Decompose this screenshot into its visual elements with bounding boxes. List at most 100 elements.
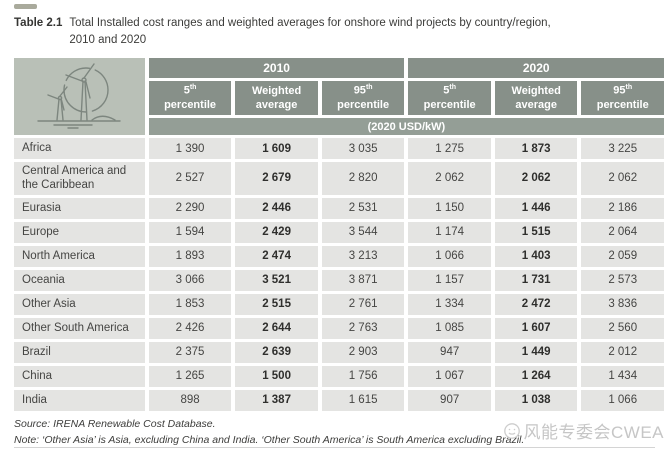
ordinal-suffix: th [625, 84, 633, 92]
row-label: Brazil [14, 341, 145, 363]
percentile-word: percentile [164, 99, 217, 112]
value-cell: 3 836 [581, 293, 664, 315]
table-row: India 898 1 387 1 615 907 1 038 1 066 [14, 389, 664, 411]
percentile-number: 95 [353, 85, 366, 98]
value-cell: 2 644 [235, 317, 318, 339]
value-cell: 2 472 [494, 293, 578, 315]
caption-line-1: Total Installed cost ranges and weighted… [69, 17, 551, 29]
value-cell: 907 [408, 389, 491, 411]
cwea-logo-icon [503, 422, 520, 439]
value-cell: 1 275 [408, 138, 491, 159]
table-row: Other Asia 1 853 2 515 2 761 1 334 2 472 3 836 [14, 293, 664, 315]
row-label: India [14, 389, 145, 411]
value-cell: 1 594 [148, 221, 232, 243]
definition-note: Note: ‘Other Asia’ is Asia, excluding Ch… [14, 433, 525, 446]
ordinal-suffix: th [365, 84, 373, 92]
value-cell: 1 085 [408, 317, 491, 339]
value-cell: 2 446 [235, 197, 318, 219]
caption-line-2: 2010 and 2020 [69, 34, 147, 47]
value-cell: 1 500 [235, 365, 318, 387]
cwea-watermark: 风能专委会CWEA [503, 418, 665, 443]
value-cell: 2 059 [581, 245, 664, 267]
value-cell: 2 527 [148, 162, 232, 195]
watermark-text: 风能专委会CWEA [523, 423, 664, 442]
value-cell: 3 035 [321, 138, 405, 159]
value-cell: 898 [148, 389, 232, 411]
value-cell: 2 186 [581, 197, 664, 219]
value-cell: 947 [408, 341, 491, 363]
value-cell: 1 853 [148, 293, 232, 315]
value-cell: 2 531 [321, 197, 405, 219]
row-label: Other South America [14, 317, 145, 339]
col-header-2010-weighted-average: Weighted average [235, 81, 318, 115]
value-cell: 1 731 [494, 269, 578, 291]
table-row: Africa 1 390 1 609 3 035 1 275 1 873 3 225 [14, 138, 664, 159]
value-cell: 1 264 [494, 365, 578, 387]
year-header-2020: 2020 [408, 58, 664, 78]
table-body: Africa 1 390 1 609 3 035 1 275 1 873 3 225 Cent… [14, 138, 664, 411]
value-cell: 2 062 [408, 162, 491, 195]
value-cell: 1 038 [494, 389, 578, 411]
value-cell: 2 062 [494, 162, 578, 195]
row-label: North America [14, 245, 145, 267]
value-cell: 1 150 [408, 197, 491, 219]
ordinal-suffix: th [189, 84, 197, 92]
table-row: Other South America 2 426 2 644 2 763 1 085 1… [14, 317, 664, 339]
value-cell: 1 066 [581, 389, 664, 411]
col-header-2020-5th-percentile: 5th percentile [408, 81, 491, 115]
installed-cost-table: 2010 2020 5th percentile Weighted averag… [10, 55, 668, 414]
value-cell: 2 573 [581, 269, 664, 291]
value-cell: 1 390 [148, 138, 232, 159]
value-cell: 3 225 [581, 138, 664, 159]
value-cell: 3 213 [321, 245, 405, 267]
value-cell: 3 066 [148, 269, 232, 291]
value-cell: 2 761 [321, 293, 405, 315]
table-footnotes: Source: IRENA Renewable Cost Database. N… [14, 417, 524, 449]
table-row: Europe 1 594 2 429 3 544 1 174 1 515 2 064 [14, 221, 664, 243]
col-header-2020-weighted-average: Weighted average [494, 81, 578, 115]
wind-turbine-icon [14, 58, 145, 135]
value-cell: 2 062 [581, 162, 664, 195]
value-cell: 2 375 [148, 341, 232, 363]
value-cell: 1 873 [494, 138, 578, 159]
year-header-row: 2010 2020 [14, 58, 664, 135]
bottom-divider [14, 447, 655, 448]
table-caption-text: Total Installed cost ranges and weighted… [69, 15, 550, 50]
col-header-2020-95th-percentile: 95th percentile [581, 81, 664, 115]
table-row: China 1 265 1 500 1 756 1 067 1 264 1 434 [14, 365, 664, 387]
year-header-2010: 2010 [148, 58, 405, 78]
value-cell: 3 544 [321, 221, 405, 243]
value-cell: 2 763 [321, 317, 405, 339]
row-label: Europe [14, 221, 145, 243]
percentile-number: 95 [613, 85, 626, 98]
value-cell: 2 426 [148, 317, 232, 339]
value-cell: 2 639 [235, 341, 318, 363]
value-cell: 2 560 [581, 317, 664, 339]
value-cell: 1 434 [581, 365, 664, 387]
value-cell: 1 403 [494, 245, 578, 267]
value-cell: 1 756 [321, 365, 405, 387]
row-label: China [14, 365, 145, 387]
value-cell: 2 474 [235, 245, 318, 267]
unit-row: (2020 USD/kW) [14, 118, 664, 135]
table-caption: Table 2.1 Total Installed cost ranges an… [14, 15, 551, 50]
value-cell: 1 607 [494, 317, 578, 339]
table-row: Oceania 3 066 3 521 3 871 1 157 1 731 2 573 [14, 269, 664, 291]
accent-dash [14, 4, 37, 9]
unit-label: (2020 USD/kW) [148, 118, 664, 135]
value-cell: 1 265 [148, 365, 232, 387]
value-cell: 1 157 [408, 269, 491, 291]
value-cell: 1 449 [494, 341, 578, 363]
table-row: Eurasia 2 290 2 446 2 531 1 150 1 446 2 186 [14, 197, 664, 219]
value-cell: 2 012 [581, 341, 664, 363]
col-header-2010-95th-percentile: 95th percentile [321, 81, 405, 115]
value-cell: 1 174 [408, 221, 491, 243]
value-cell: 2 429 [235, 221, 318, 243]
value-cell: 1 066 [408, 245, 491, 267]
value-cell: 1 067 [408, 365, 491, 387]
value-cell: 2 064 [581, 221, 664, 243]
percentile-word: percentile [596, 99, 649, 112]
average-word: average [515, 99, 557, 111]
row-label: Central America and the Caribbean [14, 162, 145, 195]
